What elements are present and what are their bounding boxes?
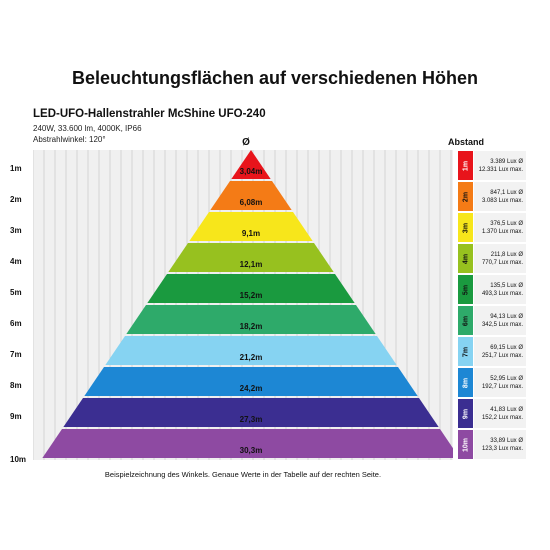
swatch-height-label: 2m xyxy=(462,191,469,202)
height-label: 1m xyxy=(10,164,22,173)
lux-average: 41,83 Lux Ø xyxy=(490,407,523,413)
height-swatch: 6m xyxy=(458,306,473,335)
lux-row: 10m 33,89 Lux Ø 123,3 Lux max. xyxy=(458,430,526,459)
pyramid-band xyxy=(147,274,355,303)
lux-maximum: 1.370 Lux max. xyxy=(481,229,523,235)
lux-maximum: 770,7 Lux max. xyxy=(481,260,523,266)
spec-line: Abstrahlwinkel: 120° xyxy=(33,135,106,144)
lux-row: 9m 41,83 Lux Ø 152,2 Lux max. xyxy=(458,399,526,428)
band-diameter-label: 3,04m xyxy=(240,167,263,176)
band-diameter-label: 6,08m xyxy=(240,198,263,207)
height-swatch: 4m xyxy=(458,244,473,273)
pyramid-band xyxy=(210,181,292,210)
height-label: 4m xyxy=(10,257,22,266)
height-label: 5m xyxy=(10,288,22,297)
pyramid-band xyxy=(126,305,376,334)
swatch-height-label: 10m xyxy=(462,437,469,452)
band-diameter-label: 9,1m xyxy=(242,229,260,238)
lux-maximum: 493,3 Lux max. xyxy=(481,291,523,297)
lux-average: 69,15 Lux Ø xyxy=(490,345,523,351)
band-diameter-label: 27,3m xyxy=(240,415,263,424)
pyramid-band xyxy=(84,367,418,396)
product-name: LED-UFO-Hallenstrahler McShine UFO-240 xyxy=(33,108,266,120)
height-swatch: 2m xyxy=(458,182,473,211)
lux-values: 376,5 Lux Ø 1.370 Lux max. xyxy=(474,213,526,242)
lux-values: 211,8 Lux Ø 770,7 Lux max. xyxy=(474,244,526,273)
lux-values: 52,95 Lux Ø 192,7 Lux max. xyxy=(474,368,526,397)
height-label: 8m xyxy=(10,381,22,390)
height-label: 2m xyxy=(10,195,22,204)
band-diameter-label: 18,2m xyxy=(240,322,263,331)
lux-values: 94,13 Lux Ø 342,5 Lux max. xyxy=(474,306,526,335)
lux-average: 847,1 Lux Ø xyxy=(490,190,523,196)
lux-values: 3.389 Lux Ø 12.331 Lux max. xyxy=(474,151,526,180)
pyramid-band xyxy=(42,429,453,458)
spec-line: 240W, 33.600 lm, 4000K, IP66 xyxy=(33,124,142,133)
lux-maximum: 123,3 Lux max. xyxy=(481,446,523,452)
lux-average: 52,95 Lux Ø xyxy=(490,376,523,382)
lux-row: 3m 376,5 Lux Ø 1.370 Lux max. xyxy=(458,213,526,242)
swatch-height-label: 3m xyxy=(462,222,469,233)
lux-maximum: 12.331 Lux max. xyxy=(478,167,523,173)
height-swatch: 3m xyxy=(458,213,473,242)
lux-values: 69,15 Lux Ø 251,7 Lux max. xyxy=(474,337,526,366)
swatch-height-label: 6m xyxy=(462,315,469,326)
lux-average: 94,13 Lux Ø xyxy=(490,314,523,320)
lux-average: 33,89 Lux Ø xyxy=(490,438,523,444)
height-label: 7m xyxy=(10,350,22,359)
light-cone-pyramid: 3,04m 6,08m 9,1m 12,1m 15,2m 18,2m 21,2m 24,2m 2… xyxy=(42,150,453,458)
lux-average: 3.389 Lux Ø xyxy=(490,159,523,165)
lux-maximum: 3.083 Lux max. xyxy=(481,198,523,204)
height-swatch: 10m xyxy=(458,430,473,459)
distance-header: Abstand xyxy=(448,137,484,147)
lux-values: 847,1 Lux Ø 3.083 Lux max. xyxy=(474,182,526,211)
height-swatch: 8m xyxy=(458,368,473,397)
swatch-height-label: 7m xyxy=(462,346,469,357)
height-label: 10m xyxy=(10,455,27,464)
lux-maximum: 192,7 Lux max. xyxy=(481,384,523,390)
swatch-height-label: 1m xyxy=(462,160,469,171)
band-diameter-label: 30,3m xyxy=(240,446,263,455)
lux-row: 5m 135,5 Lux Ø 493,3 Lux max. xyxy=(458,275,526,304)
swatch-height-label: 5m xyxy=(462,284,469,295)
lux-maximum: 251,7 Lux max. xyxy=(481,353,523,359)
lux-values: 33,89 Lux Ø 123,3 Lux max. xyxy=(474,430,526,459)
lux-row: 7m 69,15 Lux Ø 251,7 Lux max. xyxy=(458,337,526,366)
height-swatch: 1m xyxy=(458,151,473,180)
swatch-height-label: 4m xyxy=(462,253,469,264)
lux-row: 4m 211,8 Lux Ø 770,7 Lux max. xyxy=(458,244,526,273)
pyramid-band xyxy=(231,150,271,179)
footnote: Beispielzeichnung des Winkels. Genaue We… xyxy=(104,470,382,479)
pyramid-band xyxy=(63,398,439,427)
lux-average: 135,5 Lux Ø xyxy=(490,283,523,289)
height-swatch: 7m xyxy=(458,337,473,366)
lux-row: 1m 3.389 Lux Ø 12.331 Lux max. xyxy=(458,151,526,180)
diameter-header: Ø xyxy=(242,137,250,148)
pyramid-band xyxy=(168,243,334,272)
swatch-height-label: 8m xyxy=(462,377,469,388)
page-title: Beleuchtungsflächen auf verschiedenen Hö… xyxy=(71,68,479,88)
height-label: 3m xyxy=(10,226,22,235)
pyramid-band xyxy=(189,212,313,241)
height-swatch: 5m xyxy=(458,275,473,304)
pyramid-band xyxy=(105,336,397,365)
lux-average: 211,8 Lux Ø xyxy=(490,252,523,258)
lux-values: 41,83 Lux Ø 152,2 Lux max. xyxy=(474,399,526,428)
lux-row: 8m 52,95 Lux Ø 192,7 Lux max. xyxy=(458,368,526,397)
height-swatch: 9m xyxy=(458,399,473,428)
height-label: 9m xyxy=(10,412,22,421)
band-diameter-label: 21,2m xyxy=(240,353,263,362)
lux-average: 376,5 Lux Ø xyxy=(490,221,523,227)
lux-row: 2m 847,1 Lux Ø 3.083 Lux max. xyxy=(458,182,526,211)
lux-values: 135,5 Lux Ø 493,3 Lux max. xyxy=(474,275,526,304)
lux-row: 6m 94,13 Lux Ø 342,5 Lux max. xyxy=(458,306,526,335)
height-label: 6m xyxy=(10,319,22,328)
band-diameter-label: 24,2m xyxy=(240,384,263,393)
band-diameter-label: 12,1m xyxy=(240,260,263,269)
lux-maximum: 152,2 Lux max. xyxy=(481,415,523,421)
swatch-height-label: 9m xyxy=(462,408,469,419)
lux-maximum: 342,5 Lux max. xyxy=(481,322,523,328)
band-diameter-label: 15,2m xyxy=(240,291,263,300)
